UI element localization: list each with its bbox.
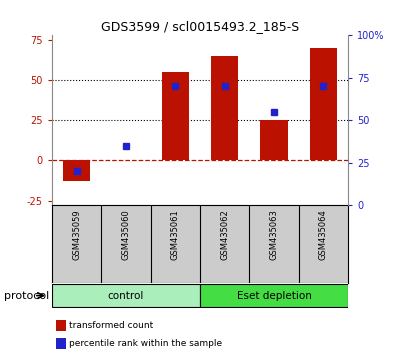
Text: percentile rank within the sample: percentile rank within the sample [69,339,222,348]
Title: GDS3599 / scl0015493.2_185-S: GDS3599 / scl0015493.2_185-S [101,20,299,33]
Text: GSM435064: GSM435064 [319,209,328,260]
Text: GSM435061: GSM435061 [171,209,180,260]
Text: GSM435063: GSM435063 [270,209,278,260]
Text: GSM435060: GSM435060 [122,209,130,260]
Bar [260,120,288,160]
Text: GSM435062: GSM435062 [220,209,229,260]
Bar [310,48,337,160]
Text: GSM435059: GSM435059 [72,209,81,260]
Text: control: control [108,291,144,301]
Bar [52,284,200,308]
Bar [200,284,348,308]
Text: Eset depletion: Eset depletion [236,291,312,301]
Bar [63,160,90,181]
Text: transformed count: transformed count [69,321,153,330]
Text: protocol: protocol [4,291,49,301]
Bar [211,56,238,160]
Bar [162,72,189,160]
